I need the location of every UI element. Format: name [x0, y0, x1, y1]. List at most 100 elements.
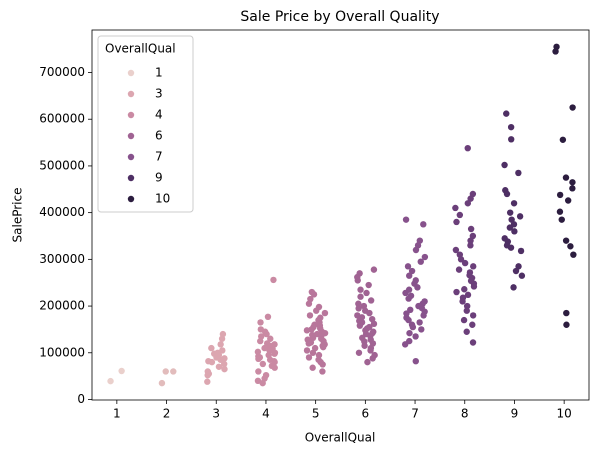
y-tick-label: 600000 — [39, 112, 85, 126]
x-tick-label: 9 — [511, 407, 519, 421]
legend-label: 4 — [155, 108, 163, 122]
point — [271, 350, 278, 357]
point — [204, 378, 211, 385]
point — [370, 320, 378, 328]
point — [257, 319, 264, 326]
point — [270, 276, 277, 284]
point — [305, 340, 312, 347]
y-tick-label: 700000 — [39, 65, 85, 79]
point — [515, 169, 522, 177]
point — [271, 364, 278, 371]
legend-label: 3 — [155, 87, 163, 101]
legend-marker — [127, 195, 135, 203]
point — [321, 309, 329, 317]
plot-frame — [91, 29, 590, 401]
legend-marker — [127, 111, 135, 119]
legend-label: 10 — [155, 192, 170, 206]
point — [254, 348, 262, 356]
point — [470, 283, 478, 290]
point — [421, 253, 429, 261]
point — [254, 377, 262, 385]
point — [412, 333, 419, 340]
x-tick-label: 1 — [113, 407, 121, 421]
point — [357, 286, 364, 293]
point — [361, 342, 368, 349]
point — [570, 251, 577, 258]
point — [501, 161, 508, 169]
point — [463, 302, 471, 310]
point — [118, 367, 125, 375]
point — [405, 316, 412, 324]
legend-label: 9 — [155, 171, 163, 185]
point — [512, 267, 520, 275]
point — [558, 216, 565, 223]
point — [264, 313, 272, 321]
point — [367, 347, 374, 354]
point — [469, 312, 477, 319]
point — [309, 364, 316, 371]
point — [364, 358, 371, 366]
point — [218, 335, 226, 342]
point — [356, 322, 364, 329]
point — [455, 266, 463, 273]
point — [453, 288, 460, 296]
point — [257, 337, 264, 345]
x-tick-label: 4 — [262, 407, 270, 421]
point — [459, 298, 466, 305]
point — [508, 136, 515, 143]
point — [567, 243, 574, 250]
point — [412, 246, 420, 254]
y-tick-label: 0 — [77, 392, 85, 406]
point — [517, 247, 525, 255]
x-tick-label: 8 — [461, 407, 469, 421]
point — [315, 351, 323, 359]
point — [510, 284, 517, 291]
point — [204, 371, 211, 379]
point — [563, 321, 570, 328]
point — [460, 316, 468, 324]
point — [355, 349, 363, 356]
point — [221, 365, 228, 373]
point — [263, 330, 270, 338]
point — [402, 216, 410, 223]
point — [420, 221, 427, 228]
point — [401, 341, 409, 348]
point — [402, 289, 409, 297]
legend-label: 7 — [155, 150, 163, 164]
y-tick-label: 500000 — [39, 158, 85, 172]
point — [452, 204, 459, 212]
point — [556, 191, 564, 199]
point — [515, 263, 522, 270]
point — [556, 208, 564, 215]
y-tick-label: 200000 — [39, 299, 85, 313]
point — [305, 354, 313, 361]
x-tick-label: 10 — [557, 407, 572, 421]
point — [569, 179, 576, 186]
point — [363, 289, 370, 297]
point — [319, 361, 326, 368]
point — [409, 323, 417, 331]
point — [453, 218, 460, 226]
point — [354, 277, 361, 284]
point — [507, 244, 515, 251]
point — [319, 343, 327, 351]
point — [464, 291, 472, 299]
point — [511, 228, 518, 235]
y-tick-label: 100000 — [39, 345, 85, 359]
point — [406, 329, 413, 337]
point — [552, 48, 559, 55]
point — [506, 224, 514, 231]
point — [217, 356, 224, 363]
point — [367, 297, 375, 304]
point — [412, 357, 419, 365]
x-tick-label: 5 — [312, 407, 320, 421]
point — [452, 246, 460, 254]
point — [208, 358, 216, 366]
point — [562, 237, 570, 244]
point — [305, 300, 313, 307]
legend: OverallQual 1 3 4 6 7 9 10 — [97, 35, 194, 213]
point — [319, 368, 326, 375]
point — [463, 328, 470, 335]
legend-title: OverallQual — [105, 42, 176, 56]
